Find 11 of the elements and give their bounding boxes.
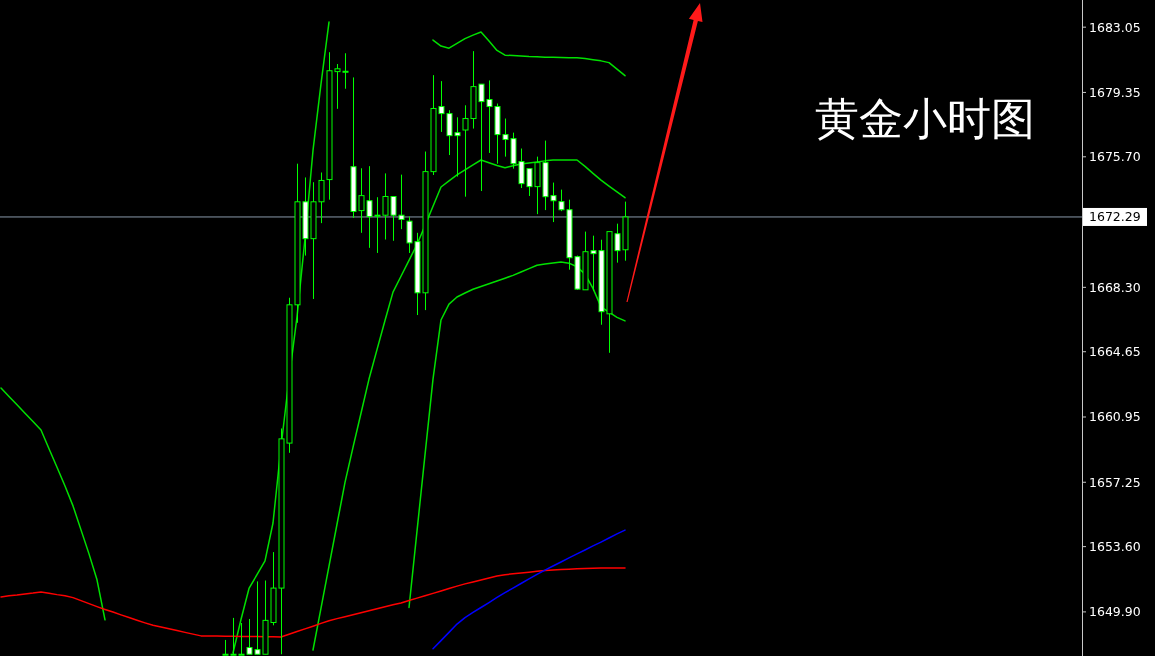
y-tick-label: 1675.70 — [1089, 149, 1141, 165]
y-tick-label: 1653.60 — [1089, 539, 1141, 555]
title: 黄金小时图 — [815, 93, 1035, 144]
y-tick-label: 1668.30 — [1089, 279, 1141, 295]
y-tick-label: 1660.95 — [1089, 409, 1141, 425]
y-tick-label: 1649.90 — [1089, 604, 1141, 620]
y-tick-label: 1664.65 — [1089, 344, 1141, 360]
y-tick-label: 1679.35 — [1089, 84, 1141, 100]
y-tick-label: 1657.25 — [1089, 474, 1141, 490]
ref-line-label: 1672.29 — [1089, 209, 1141, 225]
y-tick-label: 1683.05 — [1089, 19, 1141, 35]
